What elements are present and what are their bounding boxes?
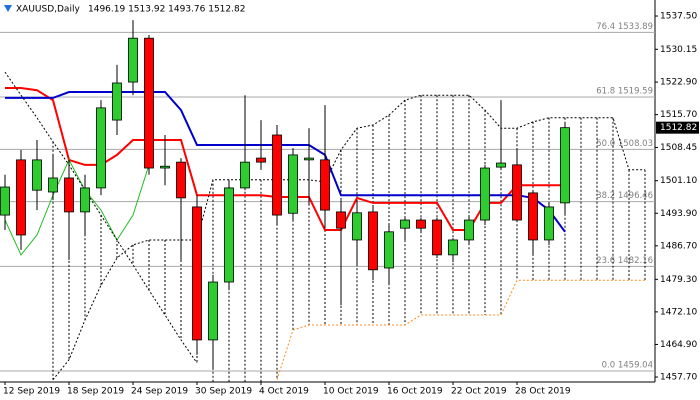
candle-body <box>320 159 330 211</box>
candle-body <box>0 186 10 216</box>
fib-label: 61.8 1519.59 <box>596 87 653 97</box>
chart-title: XAUUSD,Daily <box>16 5 80 15</box>
candle-body <box>384 231 394 269</box>
y-tick-label: 1522.90 <box>660 78 697 88</box>
y-tick-label: 1515.70 <box>660 110 697 120</box>
candle-body <box>16 159 26 236</box>
candle-body <box>80 187 90 213</box>
candle-body <box>448 239 458 256</box>
y-tick-label: 1479.30 <box>660 275 697 285</box>
indicator-line <box>4 158 150 256</box>
last-price-label: 1512.82 <box>660 123 697 133</box>
candle-body <box>464 219 474 241</box>
candle-body <box>96 107 106 189</box>
candle-body <box>496 162 506 168</box>
candle-body <box>352 212 362 241</box>
indicator-line <box>5 91 566 233</box>
candle-body <box>240 161 250 189</box>
x-tick-label: 4 Oct 2019 <box>259 387 309 397</box>
candle-body <box>400 219 410 229</box>
candle-body <box>480 167 490 221</box>
x-tick-label: 12 Sep 2019 <box>3 387 60 397</box>
candle-body <box>224 187 234 283</box>
candle-body <box>112 82 122 121</box>
fib-label: 38.2 1496.46 <box>596 191 653 201</box>
y-tick-label: 1457.70 <box>660 373 697 383</box>
candle-body <box>560 127 570 204</box>
x-tick-label: 24 Sep 2019 <box>131 387 188 397</box>
y-tick-label: 1486.70 <box>660 241 697 251</box>
candle-body <box>192 206 202 341</box>
y-tick-label: 1508.45 <box>660 143 697 153</box>
ohlc-readout: 1496.19 1513.92 1493.76 1512.82 <box>88 5 245 15</box>
fib-label: 50.0 1508.03 <box>596 139 653 149</box>
y-tick-label: 1493.90 <box>660 209 697 219</box>
candle-body <box>48 177 58 193</box>
candle-body <box>432 219 442 256</box>
x-tick-label: 16 Oct 2019 <box>387 387 443 397</box>
fib-label: 76.4 1533.89 <box>596 22 653 32</box>
candle-body <box>544 206 554 241</box>
indicator-line <box>276 279 645 380</box>
candle-body <box>64 177 74 213</box>
symbol-icon <box>4 5 12 12</box>
candle-body <box>336 211 346 229</box>
candle-body <box>288 154 298 214</box>
candle-body <box>32 159 42 191</box>
x-tick-label: 30 Sep 2019 <box>195 387 252 397</box>
candle-body <box>208 281 218 341</box>
fib-label: 0.0 1459.04 <box>602 360 653 370</box>
x-tick-label: 28 Oct 2019 <box>515 387 571 397</box>
candle-body <box>128 37 138 83</box>
candle-body <box>512 164 522 221</box>
candle-body <box>176 161 186 199</box>
y-tick-label: 1530.15 <box>660 45 697 55</box>
candle-body <box>416 219 426 229</box>
candle-body <box>144 37 154 169</box>
candle-body <box>528 192 538 241</box>
fib-label: 23.6 1482.16 <box>596 256 653 266</box>
y-tick-label: 1464.90 <box>660 340 697 350</box>
y-tick-label: 1501.10 <box>660 176 697 186</box>
candle-body <box>304 157 314 161</box>
x-tick-label: 10 Oct 2019 <box>323 387 379 397</box>
x-tick-label: 22 Oct 2019 <box>451 387 507 397</box>
indicator-line <box>4 71 198 364</box>
last-price-box <box>656 121 699 134</box>
y-tick-label: 1472.10 <box>660 307 697 317</box>
x-tick-label: 18 Sep 2019 <box>67 387 124 397</box>
candle-body <box>368 211 378 271</box>
candle-body <box>160 165 170 169</box>
candle-body <box>272 134 282 216</box>
candle-body <box>256 157 266 163</box>
y-tick-label: 1537.50 <box>660 12 697 22</box>
